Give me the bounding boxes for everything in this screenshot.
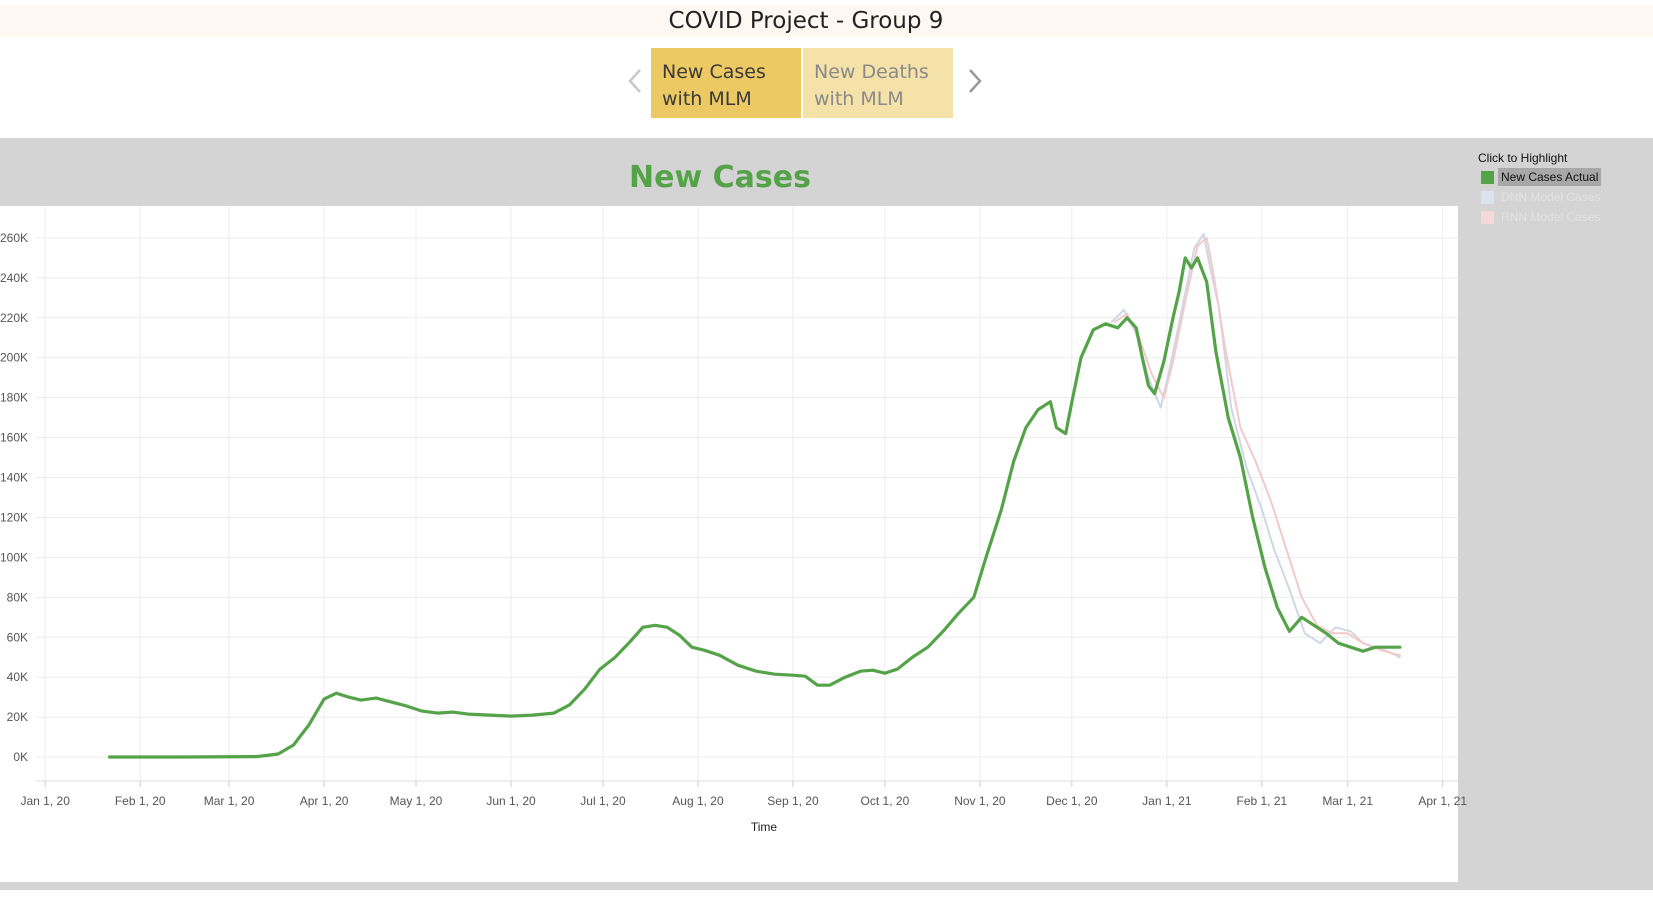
title-bar: COVID Project - Group 9 xyxy=(0,5,1653,37)
y-tick-label: 40K xyxy=(7,670,28,684)
tab-label-line1: New Deaths xyxy=(814,61,929,83)
y-tick-label: 200K xyxy=(0,351,28,365)
y-tick-label: 20K xyxy=(7,710,28,724)
y-tick-label: 100K xyxy=(0,550,28,564)
y-tick-label: 240K xyxy=(0,271,28,285)
tab-new-deaths[interactable]: New Deaths with MLM xyxy=(803,48,953,118)
legend-title: Click to Highlight xyxy=(1478,151,1568,165)
plot-area xyxy=(0,206,1458,882)
series-line-rnn-model xyxy=(1113,236,1401,657)
y-tick-label: 220K xyxy=(0,311,28,325)
tab-new-cases[interactable]: New Cases with MLM xyxy=(651,48,801,118)
x-tick-label: Feb 1, 21 xyxy=(1237,794,1288,808)
legend-swatch xyxy=(1481,211,1494,224)
x-tick-label: Jan 1, 20 xyxy=(21,794,71,808)
y-tick-label: 180K xyxy=(0,391,28,405)
x-tick-label: Dec 1, 20 xyxy=(1046,794,1098,808)
legend-item-rnn[interactable]: RNN Model Cases xyxy=(1478,207,1648,227)
x-axis-label: Time xyxy=(751,820,778,834)
series-line-new-cases-actual xyxy=(107,256,1402,759)
x-tick-label: Mar 1, 21 xyxy=(1322,794,1373,808)
x-tick-label: Apr 1, 20 xyxy=(300,794,349,808)
y-tick-label: 60K xyxy=(7,630,28,644)
y-tick-label: 160K xyxy=(0,431,28,445)
tab-label-line2: with MLM xyxy=(814,88,904,110)
legend-swatch xyxy=(1481,171,1494,184)
y-tick-label: 80K xyxy=(7,590,28,604)
x-tick-label: Jun 1, 20 xyxy=(486,794,536,808)
tab-label-line1: New Cases xyxy=(662,61,766,83)
tab-label-line2: with MLM xyxy=(662,88,752,110)
x-tick-label: Feb 1, 20 xyxy=(115,794,166,808)
page-title: COVID Project - Group 9 xyxy=(668,8,944,34)
y-tick-label: 120K xyxy=(0,510,28,524)
legend: Click to Highlight New Cases Actual DNN … xyxy=(1478,150,1648,227)
y-tick-label: 0K xyxy=(13,750,28,764)
line-chart: Jan 1, 20 Feb 1, 20 Mar 1, 20 Apr 1, 20 May … xyxy=(0,206,1467,882)
chevron-left-icon[interactable] xyxy=(626,66,646,96)
x-tick-label: May 1, 20 xyxy=(390,794,443,808)
x-tick-label: Apr 1, 21 xyxy=(1418,794,1467,808)
y-tick-label: 260K xyxy=(0,231,28,245)
x-tick-label: Aug 1, 20 xyxy=(672,794,724,808)
legend-label: DNN Model Cases xyxy=(1501,190,1601,204)
x-tick-label: Jan 1, 21 xyxy=(1142,794,1192,808)
legend-item-actual[interactable]: New Cases Actual xyxy=(1478,167,1648,187)
x-tick-label: Nov 1, 20 xyxy=(954,794,1006,808)
x-tick-label: Oct 1, 20 xyxy=(861,794,910,808)
legend-item-dnn[interactable]: DNN Model Cases xyxy=(1478,187,1648,207)
series-line-dnn-model xyxy=(1110,233,1401,659)
chevron-right-icon[interactable] xyxy=(964,66,984,96)
legend-swatch xyxy=(1481,191,1494,204)
x-tick-label: Mar 1, 20 xyxy=(204,794,255,808)
x-tick-label: Jul 1, 20 xyxy=(580,794,626,808)
y-tick-label: 140K xyxy=(0,471,28,485)
chart-title: New Cases xyxy=(629,160,811,195)
legend-label: New Cases Actual xyxy=(1498,168,1602,186)
legend-label: RNN Model Cases xyxy=(1501,210,1601,224)
x-tick-label: Sep 1, 20 xyxy=(767,794,819,808)
